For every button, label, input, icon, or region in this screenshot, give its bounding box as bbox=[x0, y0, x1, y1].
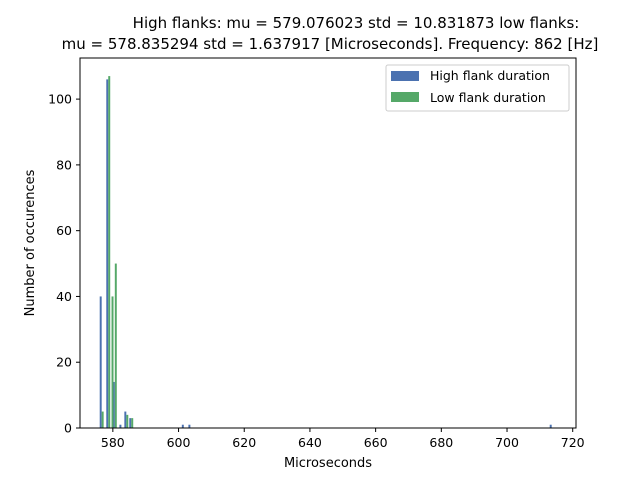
x-tick-label: 720 bbox=[561, 435, 585, 450]
high-flank-bar-7 bbox=[188, 424, 191, 428]
y-axis-label: Number of occurences bbox=[23, 169, 38, 316]
ticks-layer: 580 600 620 640 660 680 700 720 0 20 40 60 80 100 bbox=[48, 92, 585, 450]
x-tick-label: 580 bbox=[101, 435, 125, 450]
low-flank-bar-3 bbox=[114, 263, 117, 428]
low-flank-bar-5 bbox=[131, 418, 134, 428]
x-tick-label: 660 bbox=[364, 435, 388, 450]
legend-frame bbox=[385, 64, 570, 112]
high-flank-bar-0 bbox=[99, 296, 102, 428]
low-flank-bar-4 bbox=[126, 414, 129, 428]
y-tick-label: 40 bbox=[56, 289, 72, 304]
legend-label-high-flank: High flank duration bbox=[430, 68, 550, 83]
high-flank-bar-5 bbox=[129, 418, 132, 428]
y-tick-label: 100 bbox=[48, 92, 72, 107]
high-flank-bar-4 bbox=[124, 411, 127, 428]
high-flank-bar-6 bbox=[181, 424, 184, 428]
high-flank-bar-2 bbox=[112, 381, 115, 428]
bars-layer bbox=[99, 76, 552, 428]
x-axis-label: Microseconds bbox=[284, 456, 372, 471]
legend-swatch-high-flank bbox=[391, 71, 419, 81]
legend-label-low-flank: Low flank duration bbox=[430, 90, 546, 105]
y-tick-label: 60 bbox=[56, 223, 72, 238]
y-tick-label: 20 bbox=[56, 355, 72, 370]
low-flank-bar-2 bbox=[111, 296, 114, 428]
low-flank-bar-0 bbox=[101, 411, 104, 428]
y-tick-label: 80 bbox=[56, 157, 72, 172]
chart-title-line-1: High flanks: mu = 579.076023 std = 10.83… bbox=[133, 14, 580, 32]
low-flank-bar-1 bbox=[108, 76, 111, 428]
legend: High flank duration Low flank duration bbox=[385, 64, 570, 112]
y-tick-label: 0 bbox=[64, 421, 72, 436]
x-tick-label: 700 bbox=[495, 435, 519, 450]
x-tick-label: 620 bbox=[232, 435, 256, 450]
x-tick-label: 600 bbox=[167, 435, 191, 450]
axes-frame bbox=[79, 57, 577, 429]
x-tick-label: 640 bbox=[298, 435, 322, 450]
high-flank-bar-3 bbox=[119, 424, 122, 428]
high-flank-bar-1 bbox=[106, 79, 109, 428]
chart-title-line-2: mu = 578.835294 std = 1.637917 [Microsec… bbox=[62, 35, 599, 53]
high-flank-bar-8 bbox=[549, 424, 552, 428]
x-tick-label: 680 bbox=[429, 435, 453, 450]
legend-swatch-low-flank bbox=[391, 92, 419, 102]
